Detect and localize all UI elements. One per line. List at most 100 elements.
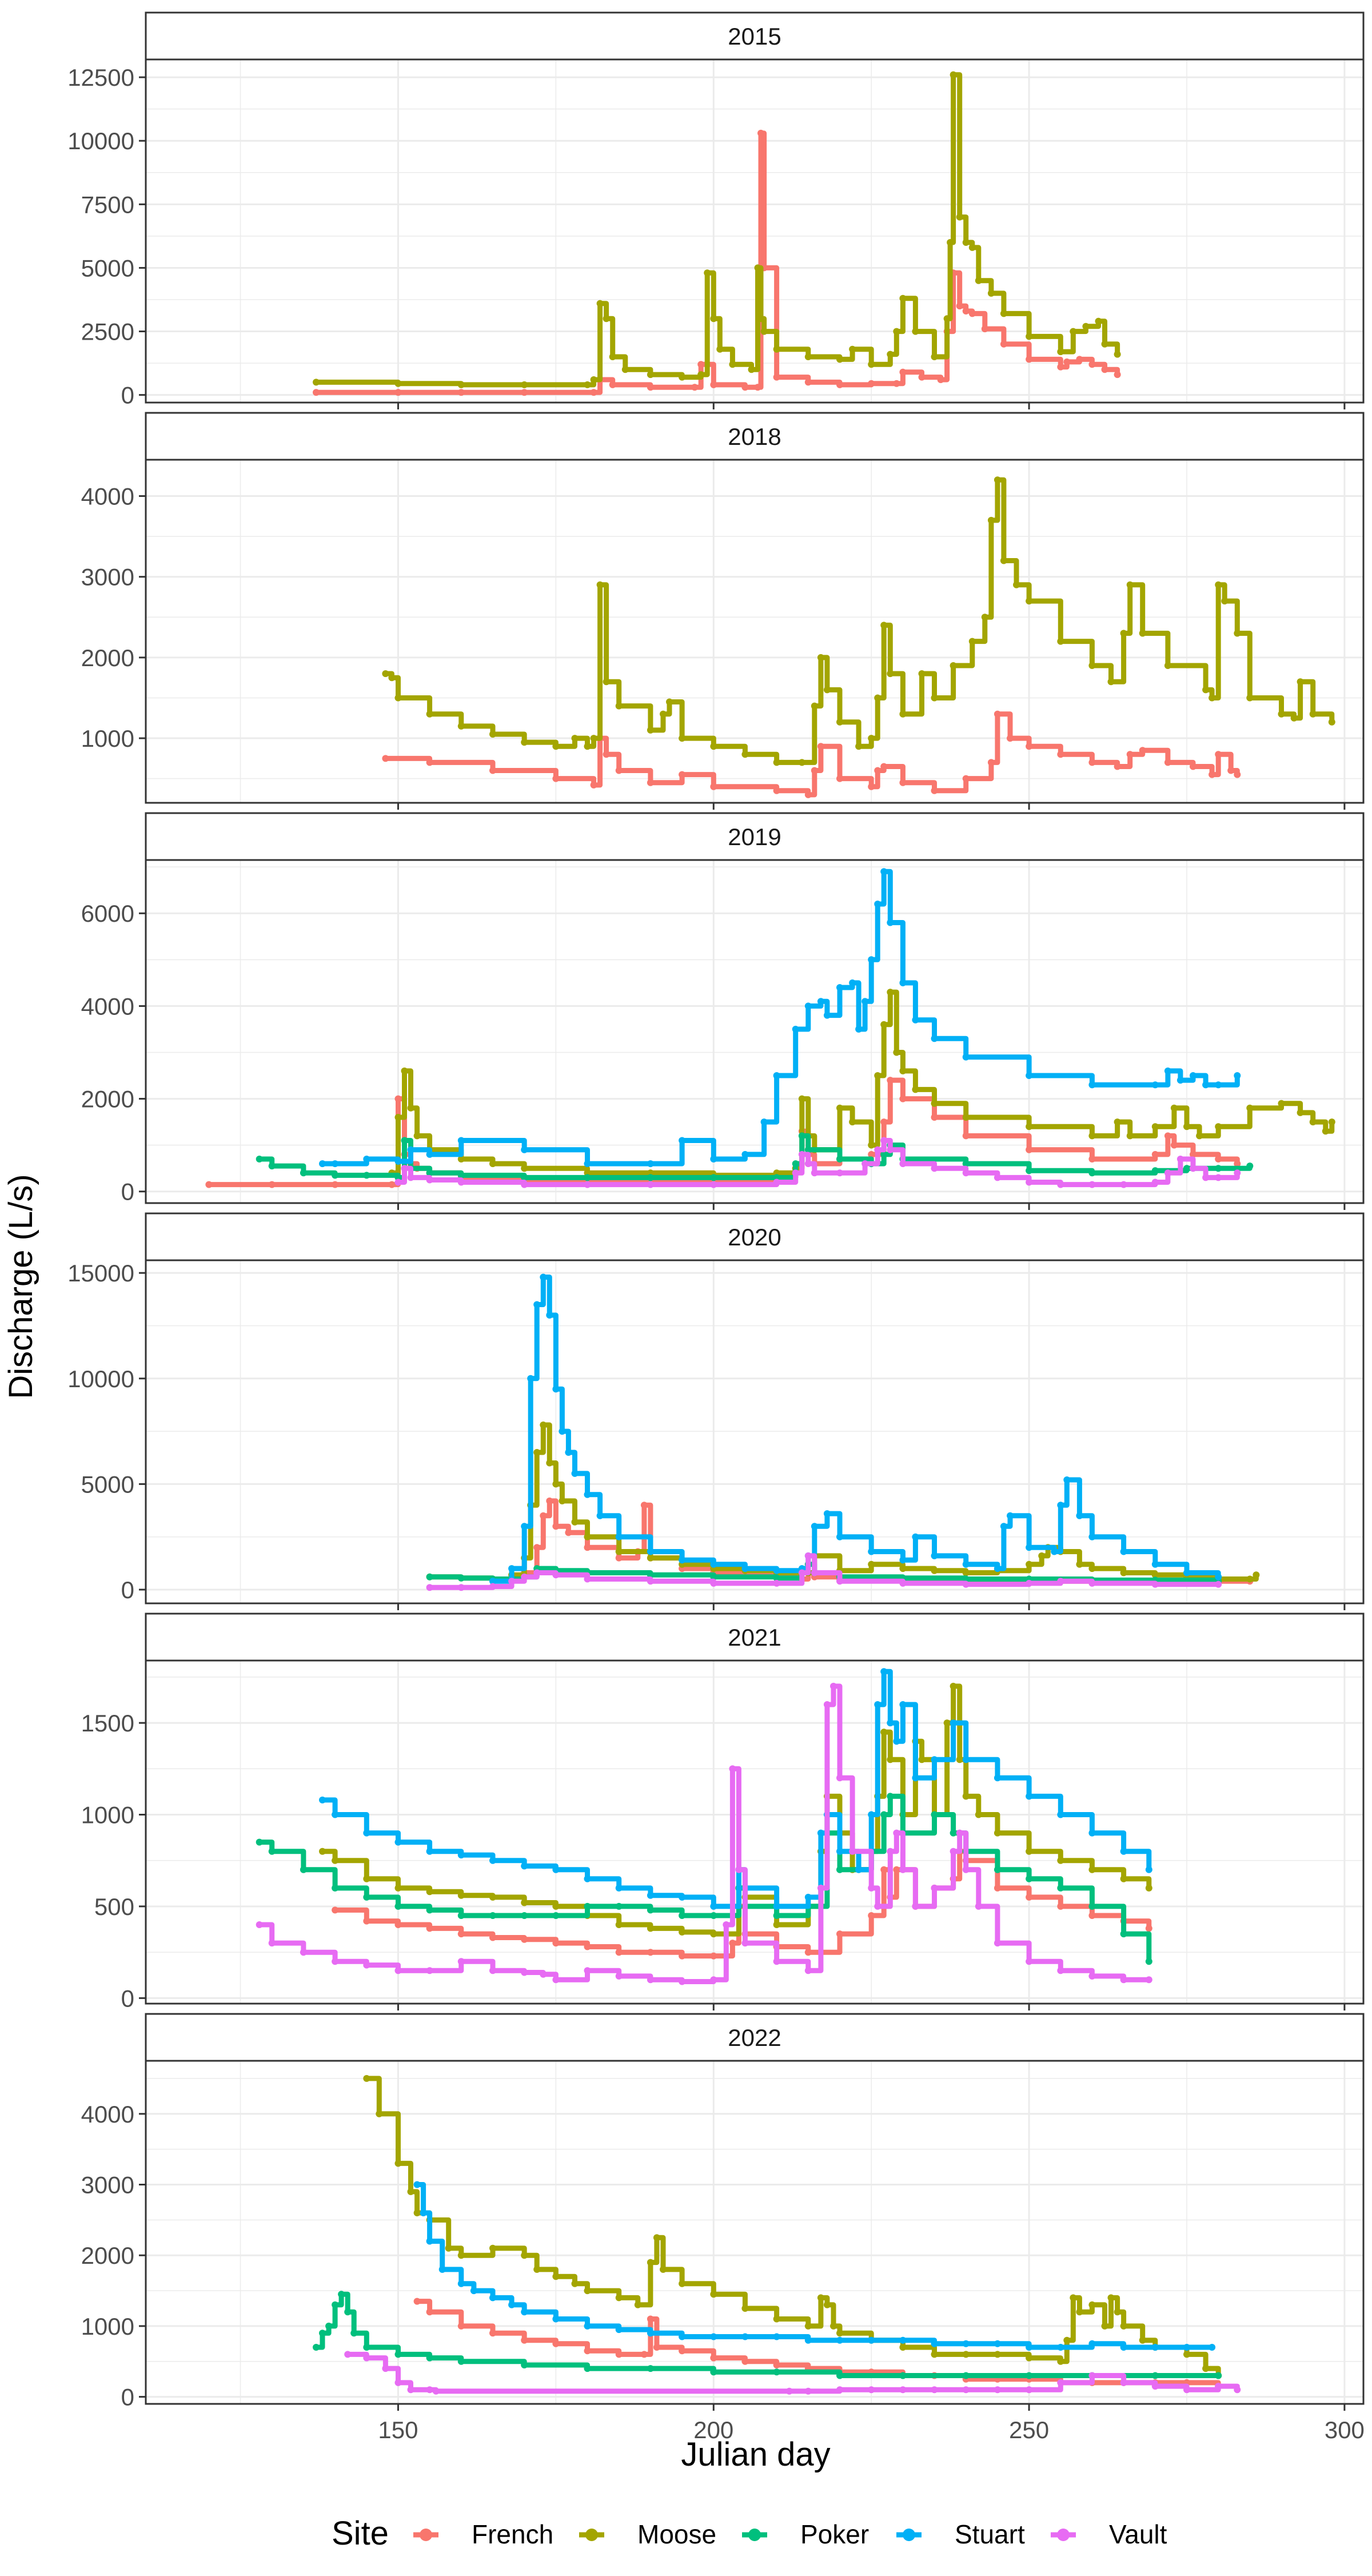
data-point-vault bbox=[1026, 1579, 1033, 1587]
y-axis: 0 500 1000 1500 bbox=[81, 1710, 146, 2012]
data-point-french bbox=[981, 325, 988, 333]
data-point-moose bbox=[1107, 678, 1115, 686]
data-point-moose bbox=[590, 735, 597, 742]
data-point-moose bbox=[1070, 328, 1077, 335]
data-point-vault bbox=[300, 1949, 307, 1956]
y-tick-label: 0 bbox=[121, 2384, 134, 2411]
data-point-stuart bbox=[332, 1811, 339, 1818]
data-point-moose bbox=[1145, 1884, 1152, 1892]
data-point-stuart bbox=[319, 1160, 326, 1168]
data-point-moose bbox=[413, 1132, 421, 1140]
x-tick-label: 250 bbox=[1009, 2416, 1049, 2443]
legend-item-vault: Vault bbox=[1051, 2519, 1167, 2549]
data-point-moose bbox=[489, 731, 496, 738]
data-point-moose bbox=[1297, 678, 1304, 686]
data-point-french bbox=[962, 775, 970, 782]
data-point-stuart bbox=[470, 2287, 477, 2295]
data-point-moose bbox=[1088, 1866, 1096, 1873]
data-point-moose bbox=[817, 2294, 824, 2302]
data-point-vault bbox=[710, 1579, 717, 1587]
data-point-stuart bbox=[710, 1560, 717, 1568]
data-point-french bbox=[987, 759, 995, 766]
data-point-stuart bbox=[559, 1428, 566, 1435]
data-point-french bbox=[1114, 763, 1121, 770]
data-point-moose bbox=[1309, 710, 1317, 718]
data-point-vault bbox=[804, 1967, 812, 1974]
panel-2019: 2019 0 2000 4000 6000 bbox=[81, 812, 1365, 1210]
data-point-moose bbox=[931, 1567, 938, 1574]
data-point-stuart bbox=[521, 1523, 528, 1530]
y-axis: 0 1000 2000 3000 4000 bbox=[81, 2101, 146, 2411]
data-point-vault bbox=[401, 1165, 408, 1172]
data-point-stuart bbox=[836, 1533, 843, 1540]
data-point-moose bbox=[426, 710, 433, 718]
data-point-stuart bbox=[584, 1491, 591, 1498]
data-point-moose bbox=[962, 1114, 970, 1121]
data-point-poker bbox=[584, 2365, 591, 2372]
data-point-stuart bbox=[319, 1796, 326, 1803]
data-point-moose bbox=[603, 315, 610, 323]
data-point-vault bbox=[735, 1866, 743, 1873]
data-point-moose bbox=[1082, 323, 1090, 330]
data-point-moose bbox=[1026, 1123, 1033, 1130]
data-point-french bbox=[1000, 340, 1007, 348]
data-point-stuart bbox=[596, 1512, 604, 1519]
data-point-poker bbox=[679, 1912, 686, 1919]
data-point-poker bbox=[426, 1573, 433, 1580]
y-tick-label: 10000 bbox=[67, 1365, 134, 1392]
data-point-vault bbox=[773, 1958, 780, 1965]
data-point-moose bbox=[1063, 2336, 1071, 2344]
legend-item-stuart: Stuart bbox=[896, 2519, 1025, 2549]
data-point-vault bbox=[1234, 2386, 1241, 2394]
data-point-vault bbox=[489, 1967, 496, 1974]
data-point-vault bbox=[382, 2365, 389, 2372]
data-point-stuart bbox=[1120, 2344, 1127, 2351]
data-point-french bbox=[413, 2298, 421, 2305]
data-point-moose bbox=[1297, 1109, 1304, 1116]
data-point-stuart bbox=[679, 1893, 686, 1901]
data-point-french bbox=[546, 1497, 553, 1504]
data-point-moose bbox=[1076, 1560, 1083, 1568]
y-tick-label: 15000 bbox=[67, 1260, 134, 1287]
data-point-french bbox=[710, 783, 717, 790]
facet-strip-label: 2020 bbox=[728, 1224, 781, 1251]
data-point-stuart bbox=[552, 1385, 560, 1393]
data-point-french bbox=[804, 1949, 812, 1956]
data-point-stuart bbox=[836, 984, 843, 991]
data-point-moose bbox=[899, 710, 907, 718]
data-point-stuart bbox=[962, 1560, 970, 1568]
data-point-vault bbox=[931, 1165, 938, 1172]
data-point-french bbox=[394, 1095, 402, 1102]
data-point-french bbox=[457, 389, 465, 396]
data-point-moose bbox=[332, 1857, 339, 1864]
data-point-stuart bbox=[615, 1884, 623, 1892]
data-point-stuart bbox=[887, 919, 894, 926]
data-point-poker bbox=[426, 1169, 433, 1177]
series-points-vault bbox=[394, 1137, 1241, 1188]
data-point-french bbox=[1026, 1146, 1033, 1153]
data-point-french bbox=[426, 1925, 433, 1932]
y-tick-label: 5000 bbox=[81, 254, 134, 281]
data-point-stuart bbox=[710, 2333, 717, 2340]
data-point-french bbox=[1190, 1150, 1196, 1158]
data-point-moose bbox=[521, 1899, 528, 1906]
facet-strip-label: 2021 bbox=[728, 1624, 781, 1651]
data-point-poker bbox=[426, 2354, 433, 2362]
data-point-moose bbox=[647, 2259, 654, 2266]
data-point-french bbox=[1088, 759, 1096, 766]
data-point-french bbox=[679, 1952, 686, 1960]
data-point-french bbox=[1057, 1902, 1064, 1910]
data-point-stuart bbox=[868, 2336, 875, 2344]
data-point-moose bbox=[679, 735, 686, 742]
data-point-moose bbox=[912, 1086, 919, 1093]
y-tick-label: 1500 bbox=[81, 1710, 134, 1737]
data-point-vault bbox=[729, 1765, 736, 1773]
y-tick-label: 1000 bbox=[81, 2313, 134, 2340]
series-points-poker bbox=[256, 1793, 1152, 1965]
data-point-moose bbox=[679, 2280, 686, 2287]
data-point-moose bbox=[874, 694, 882, 702]
x-tick-label: 200 bbox=[693, 2416, 733, 2443]
data-point-vault bbox=[868, 1884, 875, 1892]
data-point-stuart bbox=[1076, 1512, 1083, 1519]
data-point-moose bbox=[533, 1449, 541, 1456]
